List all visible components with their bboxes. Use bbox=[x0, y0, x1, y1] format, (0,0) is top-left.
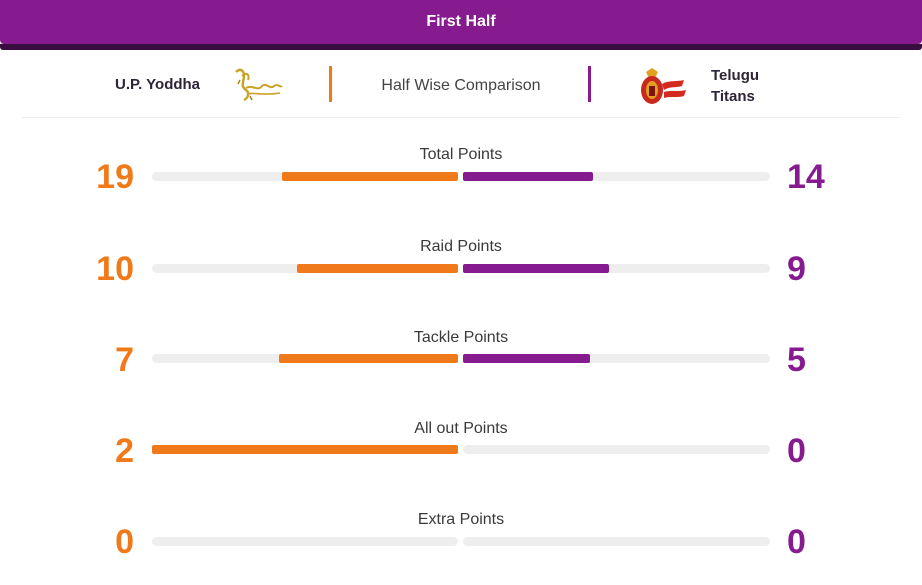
left-team-value: 19 bbox=[96, 158, 134, 196]
right-bar-track bbox=[463, 445, 770, 454]
right-team-name-line1: Telugu bbox=[711, 67, 760, 84]
right-bar-track bbox=[463, 537, 770, 546]
left-bar-track bbox=[152, 264, 458, 273]
stat-row-tackle-points: 7 Tackle Points 5 bbox=[0, 329, 922, 419]
stat-label: Extra Points bbox=[417, 511, 505, 528]
stat-label: Tackle Points bbox=[413, 329, 509, 346]
right-bar-track bbox=[463, 172, 770, 181]
up-yoddha-logo-icon bbox=[235, 68, 283, 102]
first-half-tab[interactable]: First Half bbox=[0, 0, 922, 44]
right-bar-track bbox=[463, 354, 770, 363]
left-bar-fill bbox=[152, 445, 458, 454]
left-bar-track bbox=[152, 445, 458, 454]
comparison-title: Half Wise Comparison bbox=[381, 77, 541, 94]
right-team-value: 0 bbox=[787, 432, 806, 470]
stat-label: All out Points bbox=[414, 420, 508, 437]
right-team-name-line2: Titans bbox=[711, 88, 755, 105]
stat-label: Total Points bbox=[419, 146, 503, 163]
tab-underline bbox=[0, 44, 922, 50]
telugu-titans-logo-icon bbox=[641, 68, 686, 104]
left-bar-track bbox=[152, 354, 458, 363]
left-bar-track bbox=[152, 172, 458, 181]
left-bar-track bbox=[152, 537, 458, 546]
stat-row-extra-points: 0 Extra Points 0 bbox=[0, 511, 922, 585]
comparison-header: U.P. Yoddha Half Wise Comparison Telugu … bbox=[22, 56, 900, 118]
right-bar-track bbox=[463, 264, 770, 273]
right-team-value: 0 bbox=[787, 523, 806, 561]
stat-row-total-points: 19 Total Points 14 bbox=[0, 146, 922, 236]
left-team-value: 10 bbox=[96, 250, 134, 288]
stat-row-all-out-points: 2 All out Points 0 bbox=[0, 420, 922, 510]
right-team-value: 5 bbox=[787, 341, 806, 379]
right-team-value: 9 bbox=[787, 250, 806, 288]
right-team-name: Telugu Titans bbox=[711, 65, 759, 107]
left-team-value: 7 bbox=[115, 341, 134, 379]
right-team-value: 14 bbox=[787, 158, 825, 196]
stat-row-raid-points: 10 Raid Points 9 bbox=[0, 238, 922, 328]
left-bar-fill bbox=[297, 264, 458, 273]
stat-label: Raid Points bbox=[420, 238, 502, 255]
left-bar-fill bbox=[282, 172, 458, 181]
left-team-value: 2 bbox=[115, 432, 134, 470]
left-team-name: U.P. Yoddha bbox=[115, 76, 201, 93]
right-divider bbox=[588, 66, 591, 102]
right-bar-fill bbox=[463, 264, 609, 273]
tab-label: First Half bbox=[426, 13, 496, 30]
left-divider bbox=[329, 66, 332, 102]
right-bar-fill bbox=[463, 172, 594, 181]
right-bar-fill bbox=[463, 354, 591, 363]
left-team-value: 0 bbox=[115, 523, 134, 561]
left-bar-fill bbox=[279, 354, 458, 363]
